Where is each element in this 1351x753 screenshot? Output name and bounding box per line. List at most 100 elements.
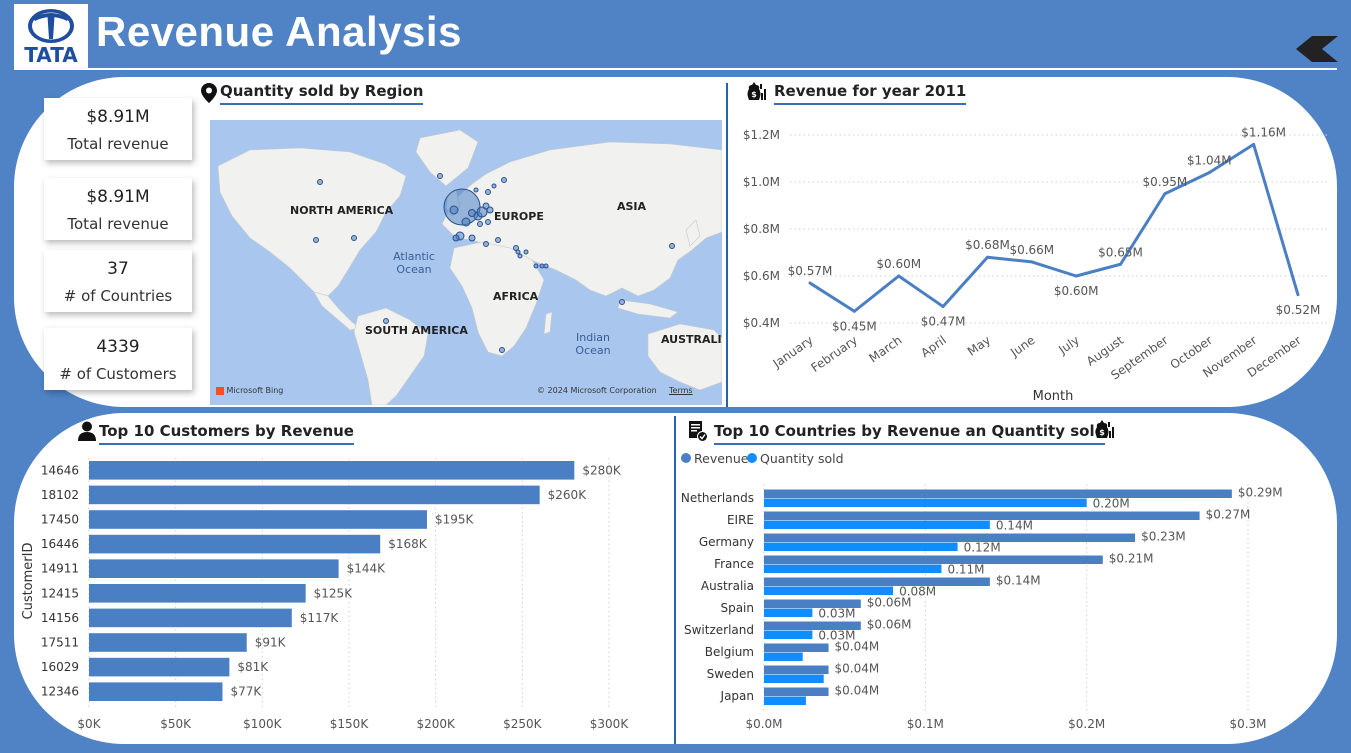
map-canvas xyxy=(217,129,722,405)
map-bubble[interactable] xyxy=(543,263,549,269)
ocean-label-line: Ocean xyxy=(575,344,611,357)
map-title: Quantity sold by Region xyxy=(220,82,424,105)
map-bubble[interactable] xyxy=(517,253,523,259)
map-label-africa: AFRICA xyxy=(493,290,539,303)
kpi-card-total-revenue-2[interactable]: $8.91M Total revenue xyxy=(44,178,192,240)
quantity-bar xyxy=(764,696,806,705)
top-customers-bar-chart[interactable]: $0K $50K $100K $150K $200K $250K $300K 14646 $28… xyxy=(14,448,676,740)
map-bubble[interactable] xyxy=(351,235,357,241)
map-bubble[interactable] xyxy=(476,206,488,218)
customer-bar xyxy=(89,584,306,603)
revenue-line-chart[interactable]: $0.4M $0.6M $0.8M $1.0M $1.2M $0.57M $0.45M $0.… xyxy=(728,110,1337,407)
data-label: 0.03M xyxy=(818,629,855,643)
customer-bar xyxy=(89,534,381,554)
map-bubble[interactable] xyxy=(313,237,319,243)
quantity-bar xyxy=(764,674,824,683)
map-bubble[interactable] xyxy=(501,177,507,183)
back-chevron-icon[interactable] xyxy=(1296,34,1338,64)
map-label-north-america: NORTH AMERICA xyxy=(290,204,394,217)
ocean-label-indian: Indian Ocean xyxy=(568,331,618,357)
panel-revenue-line xyxy=(728,77,1337,407)
map-terms-link[interactable]: Terms xyxy=(669,386,693,395)
map-bubble[interactable] xyxy=(437,173,443,179)
x-tick-label: $150K xyxy=(330,717,370,731)
y-tick-label: Australia xyxy=(701,579,754,593)
y-tick-label: Belgium xyxy=(705,645,754,659)
map-bubble[interactable] xyxy=(539,263,545,269)
kpi-card-total-revenue[interactable]: $8.91M Total revenue xyxy=(44,98,192,160)
microsoft-logo-icon xyxy=(216,386,224,395)
x-tick-label: $0.3M xyxy=(1229,717,1266,731)
data-label: 0.14M xyxy=(996,519,1033,533)
map-bubble[interactable] xyxy=(317,179,323,185)
map-bubble[interactable] xyxy=(483,241,489,247)
customer-bar xyxy=(89,559,339,578)
data-label: $0.06M xyxy=(867,596,912,610)
vertical-divider-top xyxy=(726,83,728,407)
customer-bar xyxy=(89,608,292,628)
map-bubble[interactable] xyxy=(452,234,460,242)
map-bubble[interactable] xyxy=(485,219,491,225)
x-tick-label: $0.2M xyxy=(1068,717,1105,731)
map-bubble[interactable] xyxy=(443,188,481,226)
map-bubble[interactable] xyxy=(669,243,675,249)
kpi-value: $8.91M xyxy=(86,187,150,207)
map-bubble[interactable] xyxy=(468,234,476,242)
x-tick-label: $50K xyxy=(160,717,192,731)
legend-label: Quantity sold xyxy=(760,451,844,466)
x-tick-label: June xyxy=(1007,333,1037,360)
tata-logo: TATA xyxy=(14,4,88,68)
map-bubble[interactable] xyxy=(523,249,529,255)
x-axis-label: Month xyxy=(1033,389,1074,404)
y-tick-label: Netherlands xyxy=(681,491,754,505)
map-bubble[interactable] xyxy=(619,299,625,305)
x-tick-label: July xyxy=(1055,333,1082,357)
map-bubble[interactable] xyxy=(486,206,494,214)
map-bubble[interactable] xyxy=(383,318,389,324)
data-point xyxy=(1119,262,1123,266)
revenue-bar xyxy=(764,489,1232,498)
map-bubble[interactable] xyxy=(491,183,497,189)
ocean-label-atlantic: Atlantic Ocean xyxy=(388,250,440,276)
data-label: 0.08M xyxy=(899,585,936,599)
map-bubble[interactable] xyxy=(533,263,539,269)
x-tick-label: February xyxy=(808,333,860,375)
x-tick-label: $250K xyxy=(503,717,543,731)
data-label: $0.47M xyxy=(921,315,966,329)
data-label: $0.14M xyxy=(996,574,1041,588)
data-point xyxy=(1163,192,1167,196)
kpi-value: $8.91M xyxy=(86,107,150,127)
map-bubble[interactable] xyxy=(495,237,501,243)
y-tick-label: EIRE xyxy=(727,513,754,527)
map-bubble[interactable] xyxy=(449,205,459,215)
data-label: $0.60M xyxy=(1054,284,1099,298)
map-bubble[interactable] xyxy=(477,221,483,227)
customer-bar xyxy=(89,485,540,505)
map-bubble[interactable] xyxy=(515,249,521,255)
map-bubble[interactable] xyxy=(499,347,505,353)
revenue-bar xyxy=(764,643,829,652)
data-label: $144K xyxy=(347,562,387,576)
data-label: $168K xyxy=(388,537,428,551)
data-point xyxy=(941,305,945,309)
x-tick-label: $300K xyxy=(590,717,630,731)
map-bubble[interactable] xyxy=(485,189,491,195)
x-tick-label: $0K xyxy=(77,717,101,731)
map-bubble[interactable] xyxy=(461,217,471,227)
data-label: $0.65M xyxy=(1098,245,1143,259)
revenue-bar xyxy=(764,533,1136,542)
y-axis-label: CustomerID xyxy=(21,543,36,620)
revenue-series-line xyxy=(809,142,1300,313)
data-point xyxy=(1252,142,1256,146)
map-bubble[interactable] xyxy=(482,202,490,210)
data-label: $81K xyxy=(237,660,269,674)
ocean-label-line: Atlantic xyxy=(393,250,435,263)
region-map[interactable]: NORTH AMERICA EUROPE ASIA AFRICA SOUTH A… xyxy=(210,120,722,405)
y-tick-label: $1.2M xyxy=(743,128,780,142)
kpi-card-customers[interactable]: 4339 # of Customers xyxy=(44,328,192,390)
data-label: $0.95M xyxy=(1143,175,1188,189)
y-tick-label: 16446 xyxy=(41,537,79,551)
kpi-card-countries[interactable]: 37 # of Countries xyxy=(44,250,192,312)
top-countries-bar-chart[interactable]: Revenue Quantity sold $0.0M $0.1M $0.2M $0.3M… xyxy=(676,446,1337,742)
map-bubble[interactable] xyxy=(473,187,479,193)
